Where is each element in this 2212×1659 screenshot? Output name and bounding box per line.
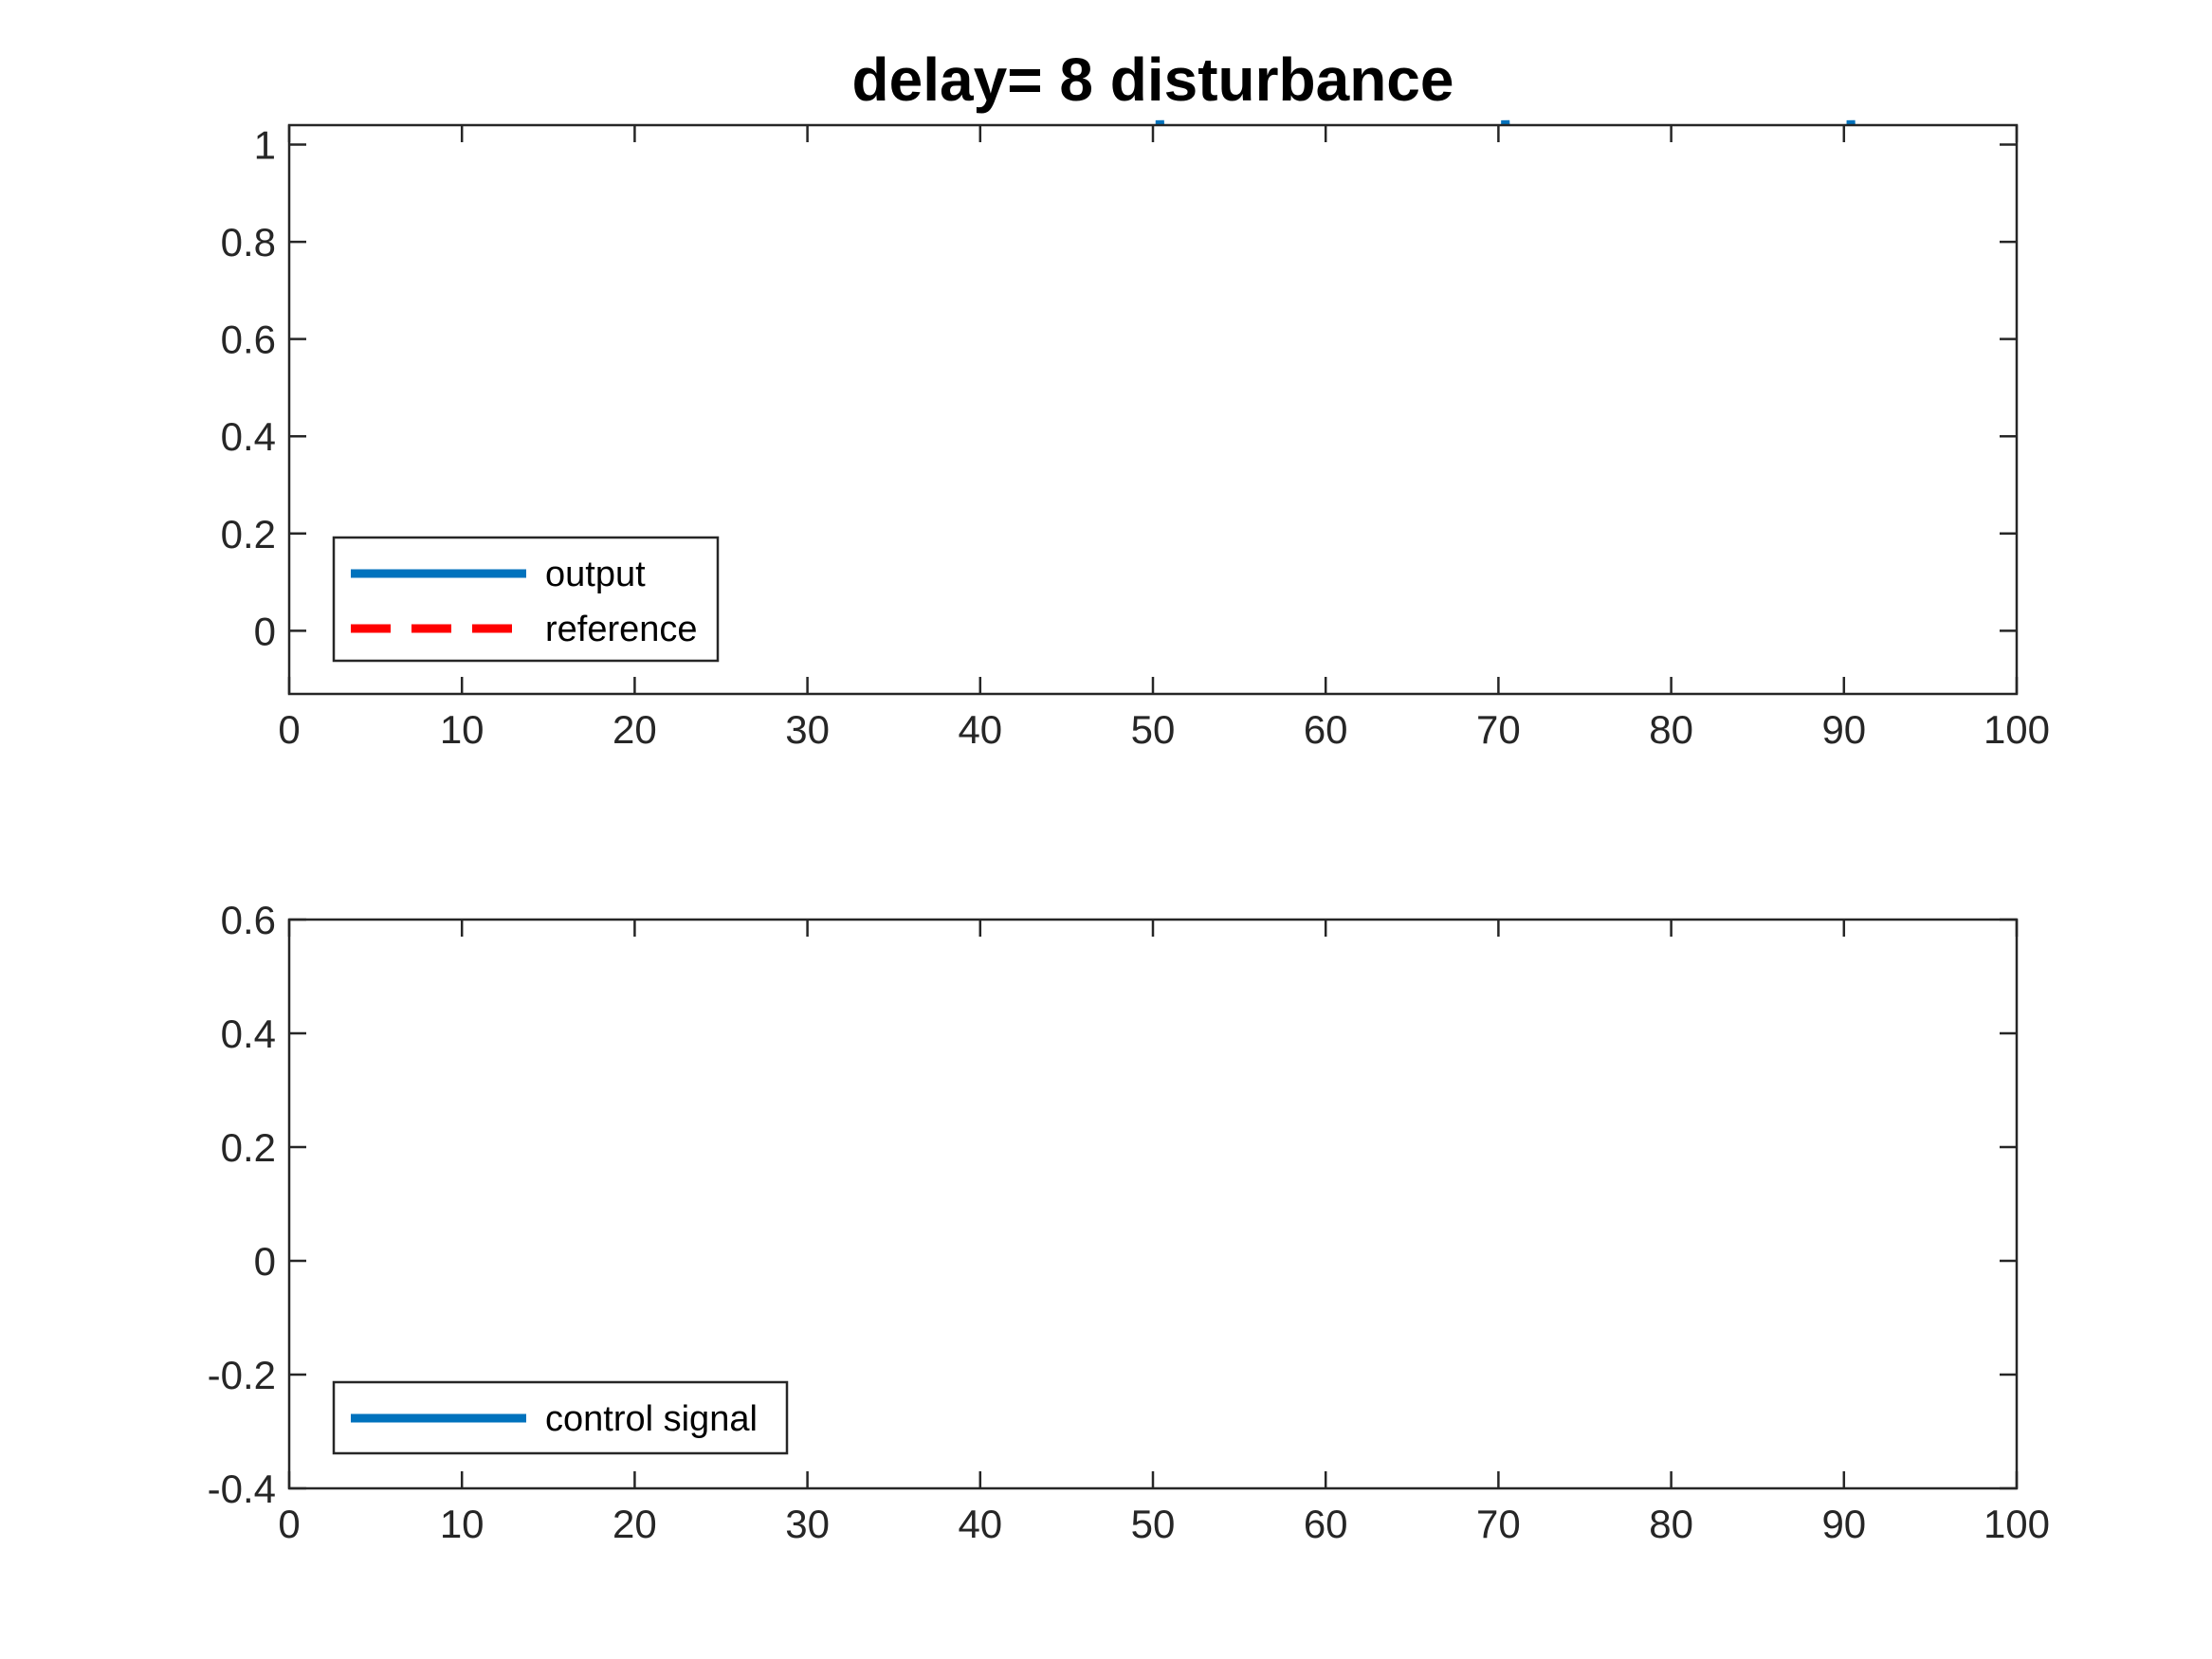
- figure-title: delay= 8 disturbance: [852, 46, 1454, 114]
- legend: control signal: [332, 1380, 789, 1455]
- x-tick-label: 100: [1983, 707, 2050, 752]
- x-tick-label: 0: [278, 1502, 300, 1546]
- x-tick-label: 60: [1304, 707, 1348, 752]
- legend-box: [332, 536, 720, 663]
- y-tick-label: 0.8: [221, 220, 276, 264]
- y-tick-label: 0.2: [221, 1125, 276, 1170]
- bottom-axes-control-signal: 0 10 20 30 40 50 60 70 80 90 100 -0.4 -0.2 0 0.2 0.4 0.6…: [208, 898, 2050, 1546]
- x-tick-label: 30: [785, 707, 830, 752]
- y-tick-label: 0.6: [221, 898, 276, 942]
- x-tick-label: 0: [278, 707, 300, 752]
- x-tick-label: 60: [1304, 1502, 1348, 1546]
- x-tick-label: 70: [1476, 1502, 1521, 1546]
- y-tick-label: 0: [254, 609, 276, 653]
- x-tick-label: 90: [1821, 1502, 1866, 1546]
- x-tick-label: 50: [1131, 707, 1176, 752]
- y-tick-label: 0.2: [221, 512, 276, 556]
- x-tick-label: 40: [958, 1502, 1002, 1546]
- y-tick-label: 1: [254, 123, 276, 168]
- legend-label-output: output: [545, 555, 646, 594]
- legend: output reference: [332, 536, 720, 663]
- x-tick-label: 70: [1476, 707, 1521, 752]
- x-tick-label: 10: [440, 1502, 484, 1546]
- x-tick-label: 50: [1131, 1502, 1176, 1546]
- y-tick-label: -0.4: [208, 1467, 276, 1511]
- x-tick-label: 40: [958, 707, 1002, 752]
- y-tick-label: 0: [254, 1239, 276, 1284]
- x-tick-label: 20: [612, 1502, 657, 1546]
- x-tick-label: 100: [1983, 1502, 2050, 1546]
- y-tick-label: 0.4: [221, 1012, 276, 1056]
- x-tick-label: 90: [1821, 707, 1866, 752]
- x-tick-label: 20: [612, 707, 657, 752]
- x-tick-label: 80: [1649, 707, 1693, 752]
- top-axes-output-reference: 0 10 20 30 40 50 60 70 80 90 100 0 0.2 0.4 0.6 0.8 1 outp…: [221, 119, 2050, 752]
- x-tick-label: 30: [785, 1502, 830, 1546]
- legend-label-reference: reference: [545, 610, 698, 649]
- y-tick-label: 0.4: [221, 414, 276, 459]
- y-tick-label: -0.2: [208, 1353, 276, 1397]
- legend-label-control-signal: control signal: [545, 1399, 758, 1439]
- y-tick-label: 0.6: [221, 318, 276, 362]
- x-tick-label: 80: [1649, 1502, 1693, 1546]
- x-tick-label: 10: [440, 707, 484, 752]
